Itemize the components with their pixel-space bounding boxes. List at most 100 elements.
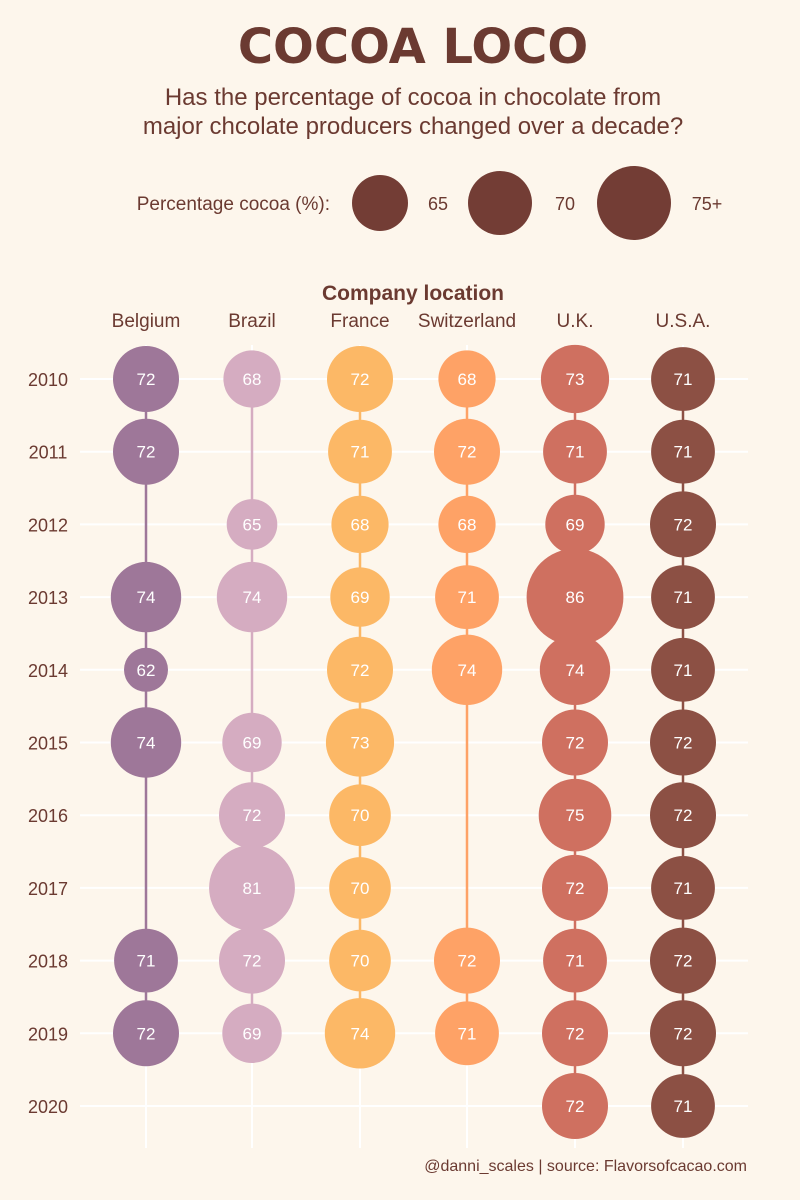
point-label-brazil-2017: 81 xyxy=(243,879,262,898)
point-circle-brazil-2015 xyxy=(222,712,282,773)
point-label-u-k-2011: 71 xyxy=(566,443,585,462)
point-circle-switzerland-2014 xyxy=(431,634,503,705)
point-label-france-2012: 68 xyxy=(351,515,370,534)
point-u-k-2011: 71 xyxy=(543,419,607,484)
point-label-switzerland-2014: 74 xyxy=(458,661,477,680)
year-label-2019: 2019 xyxy=(28,1024,68,1044)
point-circle-france-2018 xyxy=(329,929,391,992)
point-brazil-2013: 74 xyxy=(216,561,288,633)
point-circle-switzerland-2018 xyxy=(434,927,500,994)
point-circle-u-k-2018 xyxy=(543,928,607,993)
year-label-2011: 2011 xyxy=(29,443,68,463)
point-label-brazil-2019: 69 xyxy=(243,1024,262,1043)
point-circle-switzerland-2012 xyxy=(438,495,496,553)
point-circle-brazil-2019 xyxy=(222,1003,282,1063)
point-circle-u-k-2013 xyxy=(526,548,624,646)
point-u-s-a-2015: 72 xyxy=(650,709,716,776)
point-u-s-a-2018: 72 xyxy=(650,927,716,994)
point-label-belgium-2018: 71 xyxy=(137,952,156,971)
point-u-s-a-2012: 72 xyxy=(650,491,716,558)
point-label-u-k-2018: 71 xyxy=(566,952,585,971)
point-circle-belgium-2011 xyxy=(113,418,179,485)
point-label-u-k-2019: 72 xyxy=(566,1024,585,1043)
point-circle-u-s-a-2011 xyxy=(651,419,715,484)
point-label-brazil-2010: 68 xyxy=(243,370,262,389)
category-label-belgium: Belgium xyxy=(112,311,181,332)
point-label-switzerland-2012: 68 xyxy=(458,515,477,534)
point-circle-france-2012 xyxy=(331,495,389,553)
point-belgium-2015: 74 xyxy=(110,707,182,778)
point-u-s-a-2013: 71 xyxy=(651,565,715,629)
year-label-2018: 2018 xyxy=(28,952,68,972)
point-circle-u-k-2017 xyxy=(542,854,608,921)
point-circle-france-2014 xyxy=(327,636,393,703)
point-circle-u-s-a-2015 xyxy=(650,709,716,776)
point-circle-belgium-2010 xyxy=(113,346,179,412)
point-circle-u-s-a-2010 xyxy=(651,347,715,411)
point-label-brazil-2016: 72 xyxy=(243,806,262,825)
point-belgium-2013: 74 xyxy=(110,561,182,633)
year-label-2015: 2015 xyxy=(28,734,68,754)
point-circle-france-2011 xyxy=(328,419,392,484)
chart-subtitle-line-1: Has the percentage of cocoa in chocolate… xyxy=(165,84,661,111)
point-label-france-2013: 69 xyxy=(351,588,370,607)
point-label-belgium-2019: 72 xyxy=(137,1024,156,1043)
point-label-u-k-2015: 72 xyxy=(566,734,585,753)
point-circle-u-s-a-2018 xyxy=(650,927,716,994)
point-circle-brazil-2018 xyxy=(219,927,285,994)
x-axis-title: Company location xyxy=(322,282,504,305)
point-label-brazil-2018: 72 xyxy=(243,952,262,971)
point-circle-brazil-2010 xyxy=(223,350,281,408)
point-label-france-2015: 73 xyxy=(351,734,370,753)
point-circle-u-s-a-2020 xyxy=(651,1074,715,1138)
point-label-u-s-a-2018: 72 xyxy=(674,952,693,971)
point-label-u-s-a-2014: 71 xyxy=(674,661,693,680)
point-circle-u-k-2016 xyxy=(538,778,612,852)
point-france-2014: 72 xyxy=(327,636,393,703)
legend-label-70: 70 xyxy=(555,194,575,214)
point-u-k-2019: 72 xyxy=(542,1000,608,1067)
point-circle-u-s-a-2019 xyxy=(650,1000,716,1067)
point-label-u-k-2012: 69 xyxy=(566,515,585,534)
point-circle-france-2015 xyxy=(325,708,395,777)
point-label-switzerland-2011: 72 xyxy=(458,443,477,462)
category-label-u-k: U.K. xyxy=(557,311,594,332)
point-switzerland-2014: 74 xyxy=(431,634,503,705)
point-circle-u-k-2019 xyxy=(542,1000,608,1067)
point-circle-u-s-a-2012 xyxy=(650,491,716,558)
point-circle-belgium-2014 xyxy=(124,647,168,692)
point-france-2018: 70 xyxy=(329,929,391,992)
point-circle-brazil-2013 xyxy=(216,561,288,633)
point-label-u-s-a-2016: 72 xyxy=(674,806,693,825)
point-label-belgium-2015: 74 xyxy=(137,734,156,753)
point-label-u-s-a-2012: 72 xyxy=(674,515,693,534)
point-label-switzerland-2013: 71 xyxy=(458,588,477,607)
data-points: 72 72 74 62 74 71 72 68 65 74 69 72 81 72 69 72 71 68 69 72… xyxy=(110,344,716,1139)
year-label-2017: 2017 xyxy=(28,879,68,899)
point-brazil-2019: 69 xyxy=(222,1003,282,1063)
point-u-s-a-2010: 71 xyxy=(651,347,715,411)
point-brazil-2010: 68 xyxy=(223,350,281,408)
point-brazil-2018: 72 xyxy=(219,927,285,994)
point-label-france-2019: 74 xyxy=(351,1024,370,1043)
point-circle-u-k-2011 xyxy=(543,419,607,484)
point-circle-u-s-a-2017 xyxy=(651,856,715,920)
category-label-france: France xyxy=(330,311,389,332)
point-circle-belgium-2019 xyxy=(113,1000,179,1067)
point-belgium-2014: 62 xyxy=(124,647,168,692)
point-u-s-a-2017: 71 xyxy=(651,856,715,920)
point-switzerland-2011: 72 xyxy=(434,418,500,485)
point-circle-u-k-2020 xyxy=(542,1073,608,1139)
point-france-2015: 73 xyxy=(325,708,395,777)
point-label-belgium-2014: 62 xyxy=(137,661,156,680)
point-france-2019: 74 xyxy=(324,998,396,1069)
point-u-k-2012: 69 xyxy=(545,494,605,555)
point-label-u-k-2016: 75 xyxy=(566,806,585,825)
point-brazil-2012: 65 xyxy=(226,499,278,550)
size-legend: Percentage cocoa (%): 65 70 75+ xyxy=(137,166,722,240)
point-circle-u-k-2010 xyxy=(540,344,610,414)
point-brazil-2016: 72 xyxy=(219,782,285,849)
point-circle-france-2016 xyxy=(329,784,391,846)
point-belgium-2019: 72 xyxy=(113,1000,179,1067)
point-circle-u-k-2012 xyxy=(545,494,605,555)
